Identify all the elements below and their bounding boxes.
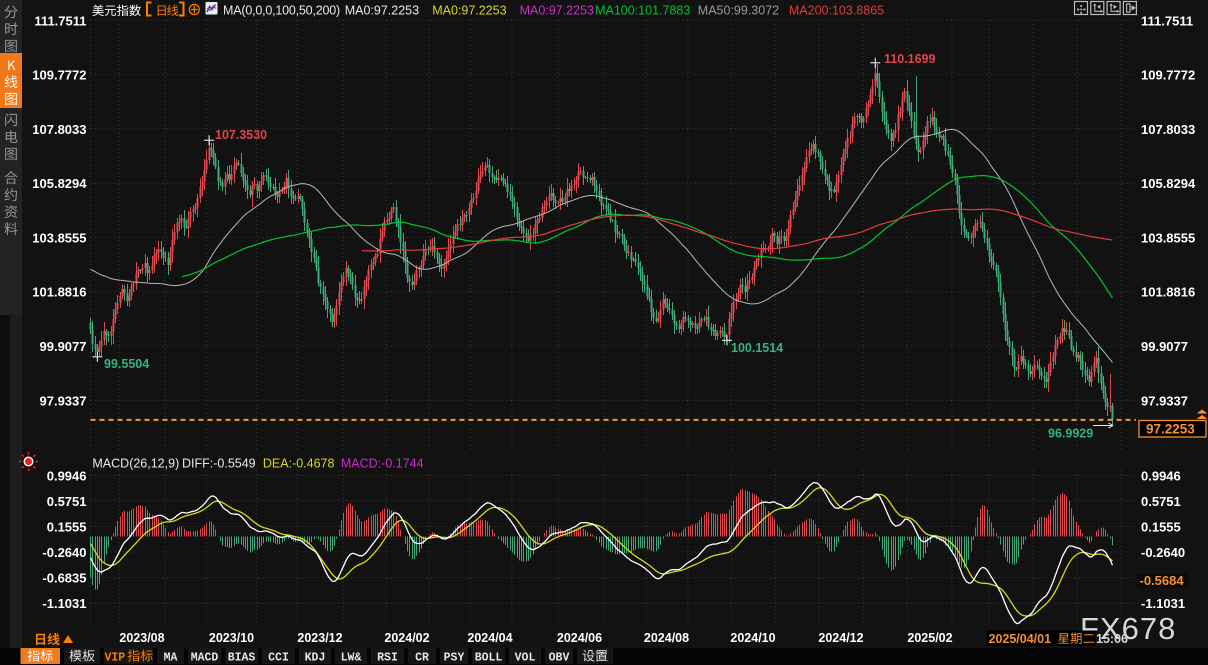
svg-text:107.8033: 107.8033 xyxy=(32,122,86,137)
svg-text:97.9337: 97.9337 xyxy=(40,393,87,408)
svg-text:97.2253: 97.2253 xyxy=(1146,422,1195,437)
svg-text:MA100:101.7883: MA100:101.7883 xyxy=(595,4,690,18)
svg-text:-0.2640: -0.2640 xyxy=(1141,545,1185,560)
svg-text:96.9929: 96.9929 xyxy=(1048,427,1093,441)
svg-text:2025/02: 2025/02 xyxy=(907,631,952,645)
svg-text:MACD(26,12,9): MACD(26,12,9) xyxy=(92,457,179,471)
svg-text:VIP: VIP xyxy=(105,652,126,665)
svg-text:2024/04: 2024/04 xyxy=(467,631,512,645)
svg-text:99.9077: 99.9077 xyxy=(1141,339,1188,354)
svg-text:109.7772: 109.7772 xyxy=(32,68,86,83)
svg-text:103.8555: 103.8555 xyxy=(32,230,86,245)
svg-text:97.9337: 97.9337 xyxy=(1141,393,1188,408)
svg-text:2023/08: 2023/08 xyxy=(119,631,164,645)
svg-text:2024/12: 2024/12 xyxy=(818,631,863,645)
svg-text:105.8294: 105.8294 xyxy=(32,176,87,191)
svg-text:-1.1031: -1.1031 xyxy=(42,596,86,611)
svg-text:MA0:97.2253: MA0:97.2253 xyxy=(432,4,506,18)
svg-text:2025/04/01: 2025/04/01 xyxy=(989,632,1052,646)
svg-text:KDJ: KDJ xyxy=(305,652,326,665)
svg-text:15:06: 15:06 xyxy=(1096,632,1128,646)
svg-text:OBV: OBV xyxy=(549,652,570,665)
svg-text:109.7772: 109.7772 xyxy=(1141,68,1195,83)
svg-text:BIAS: BIAS xyxy=(228,652,256,665)
svg-text:99.5504: 99.5504 xyxy=(104,357,149,371)
svg-text:99.9077: 99.9077 xyxy=(40,339,87,354)
svg-text:MA200:103.8865: MA200:103.8865 xyxy=(789,4,884,18)
svg-text:PSY: PSY xyxy=(444,652,465,665)
svg-text:101.8816: 101.8816 xyxy=(32,285,86,300)
svg-text:105.8294: 105.8294 xyxy=(1141,176,1196,191)
svg-text:2024/06: 2024/06 xyxy=(557,631,602,645)
svg-text:100.1514: 100.1514 xyxy=(731,341,783,355)
svg-text:DIFF:-0.5549: DIFF:-0.5549 xyxy=(182,457,256,471)
svg-text:MACD:-0.1744: MACD:-0.1744 xyxy=(341,457,424,471)
svg-text:-0.5684: -0.5684 xyxy=(1140,573,1185,588)
svg-text:MA(0,0,0,100,50,200): MA(0,0,0,100,50,200) xyxy=(223,4,340,18)
svg-text:VOL: VOL xyxy=(515,652,536,665)
svg-text:-0.6835: -0.6835 xyxy=(42,571,86,586)
svg-text:103.8555: 103.8555 xyxy=(1141,230,1195,245)
svg-text:MA0:97.2253: MA0:97.2253 xyxy=(345,4,419,18)
svg-text:0.1555: 0.1555 xyxy=(1141,520,1181,535)
svg-text:101.8816: 101.8816 xyxy=(1141,285,1195,300)
svg-text:LW&: LW& xyxy=(341,652,362,665)
svg-text:BOLL: BOLL xyxy=(475,652,503,665)
svg-text:2023/12: 2023/12 xyxy=(297,631,342,645)
svg-text:-0.2640: -0.2640 xyxy=(42,545,86,560)
svg-text:107.8033: 107.8033 xyxy=(1141,122,1195,137)
svg-text:FX678: FX678 xyxy=(1080,611,1176,646)
svg-text:111.7511: 111.7511 xyxy=(1141,13,1193,28)
svg-text:MACD: MACD xyxy=(191,652,219,665)
svg-text:0.5751: 0.5751 xyxy=(1141,494,1181,509)
svg-text:2024/02: 2024/02 xyxy=(384,631,429,645)
svg-text:CCI: CCI xyxy=(268,652,289,665)
svg-text:MA0:97.2253: MA0:97.2253 xyxy=(520,4,594,18)
svg-text:0.1555: 0.1555 xyxy=(47,520,87,535)
svg-text:-1.1031: -1.1031 xyxy=(1141,596,1185,611)
svg-text:DEA:-0.4678: DEA:-0.4678 xyxy=(263,457,335,471)
svg-text:2024/08: 2024/08 xyxy=(644,631,689,645)
svg-text:RSI: RSI xyxy=(377,652,398,665)
svg-text:2024/10: 2024/10 xyxy=(730,631,775,645)
svg-text:110.1699: 110.1699 xyxy=(884,52,935,66)
svg-text:CR: CR xyxy=(415,652,429,665)
svg-text:0.9946: 0.9946 xyxy=(1141,469,1181,484)
svg-text:0.5751: 0.5751 xyxy=(47,494,87,509)
svg-text:111.7511: 111.7511 xyxy=(34,13,86,28)
svg-text:MA50:99.3072: MA50:99.3072 xyxy=(698,4,779,18)
svg-text:MA: MA xyxy=(164,652,178,665)
svg-text:107.3530: 107.3530 xyxy=(215,128,267,142)
svg-text:0.9946: 0.9946 xyxy=(47,469,87,484)
svg-text:2023/10: 2023/10 xyxy=(209,631,254,645)
